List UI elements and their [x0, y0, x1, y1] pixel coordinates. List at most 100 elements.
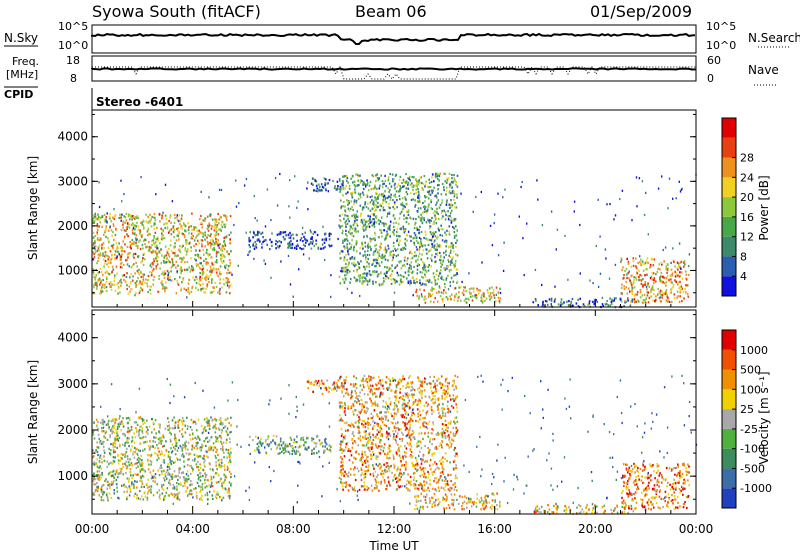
echo-cell — [361, 276, 363, 279]
echo-cell — [119, 254, 121, 257]
echo-cell — [105, 280, 108, 283]
echo-cell — [107, 498, 109, 502]
echo-cell — [175, 496, 178, 499]
echo-cell — [110, 475, 113, 478]
echo-cell — [226, 491, 229, 494]
echo-cell — [175, 444, 178, 448]
echo-cell — [665, 299, 668, 302]
echo-cell — [144, 440, 147, 444]
echo-cell — [218, 228, 220, 231]
echo-cell — [201, 483, 204, 486]
echo-cell — [379, 242, 382, 246]
echo-cell — [140, 275, 143, 279]
echo-cell — [175, 239, 178, 242]
echo-cell — [92, 432, 94, 435]
echo-cell — [97, 280, 99, 283]
echo-cell — [163, 498, 165, 501]
echo-cell — [356, 219, 358, 222]
echo-cell — [149, 264, 151, 267]
echo-cell — [429, 294, 431, 297]
echo-cell — [386, 266, 388, 269]
echo-cell — [158, 431, 161, 434]
echo-cell — [160, 437, 162, 440]
echo-cell — [348, 459, 351, 462]
echo-cell — [260, 232, 262, 235]
echo-cell — [136, 486, 138, 489]
echo-cell — [677, 281, 680, 284]
echo-cell — [94, 483, 97, 486]
echo-cell — [107, 423, 110, 427]
echo-cell — [134, 272, 136, 275]
echo-cell — [211, 419, 214, 422]
echo-cell — [564, 234, 566, 237]
echo-cell — [493, 213, 496, 216]
echo-cell — [154, 251, 157, 254]
echo-cell — [316, 381, 319, 385]
echo-cell — [364, 258, 367, 261]
echo-cell — [662, 248, 664, 252]
echo-cell — [174, 242, 176, 245]
echo-cell — [433, 186, 435, 189]
echo-cell — [377, 262, 380, 265]
echo-cell — [168, 494, 170, 497]
echo-cell — [173, 493, 176, 496]
echo-cell — [173, 475, 176, 478]
echo-cell — [163, 444, 166, 447]
echo-cell — [420, 219, 423, 222]
echo-cell — [422, 276, 424, 279]
echo-cell — [113, 217, 116, 220]
echo-cell — [353, 473, 356, 476]
echo-cell — [615, 297, 617, 300]
echo-cell — [217, 436, 219, 439]
echo-cell — [388, 211, 391, 214]
echo-cell — [223, 236, 225, 240]
echo-cell — [149, 285, 151, 288]
echo-cell — [296, 239, 298, 242]
echo-cell — [290, 234, 292, 237]
echo-cell — [642, 298, 645, 302]
echo-cell — [579, 223, 581, 227]
echo-cell — [215, 481, 218, 484]
echo-cell — [417, 210, 419, 213]
echo-cell — [100, 291, 102, 294]
echo-cell — [416, 185, 418, 188]
echo-cell — [340, 199, 342, 202]
echo-cell — [561, 302, 564, 306]
echo-cell — [128, 477, 131, 480]
echo-cell — [156, 252, 158, 255]
echo-cell — [134, 451, 136, 454]
echo-cell — [211, 477, 213, 481]
echo-cell — [196, 443, 198, 447]
echo-cell — [325, 239, 327, 242]
echo-cell — [356, 270, 358, 273]
echo-cell — [217, 275, 220, 278]
echo-cell — [168, 229, 171, 232]
echo-cell — [176, 216, 178, 219]
echo-cell — [387, 247, 390, 250]
echo-cell — [453, 174, 455, 177]
echo-cell — [401, 247, 404, 250]
echo-cell — [451, 204, 454, 207]
echo-cell — [349, 257, 352, 260]
echo-cell — [205, 444, 207, 447]
echo-cell — [144, 243, 146, 246]
echo-cell — [440, 276, 442, 279]
echo-cell — [261, 231, 264, 234]
echo-cell — [153, 259, 155, 263]
echo-cell — [318, 385, 321, 388]
echo-cell — [206, 424, 209, 427]
echo-cell — [378, 252, 380, 255]
echo-cell — [94, 215, 97, 218]
echo-cell — [495, 300, 497, 303]
echo-cell — [385, 235, 387, 238]
echo-cell — [666, 295, 669, 299]
echo-cell — [417, 241, 419, 244]
echo-cell — [114, 450, 116, 453]
echo-cell — [141, 437, 143, 440]
echo-cell — [260, 442, 263, 445]
echo-cell — [136, 497, 138, 500]
echo-cell — [160, 227, 162, 230]
echo-cell — [220, 431, 223, 434]
echo-cell — [425, 233, 427, 236]
echo-cell — [289, 216, 291, 219]
